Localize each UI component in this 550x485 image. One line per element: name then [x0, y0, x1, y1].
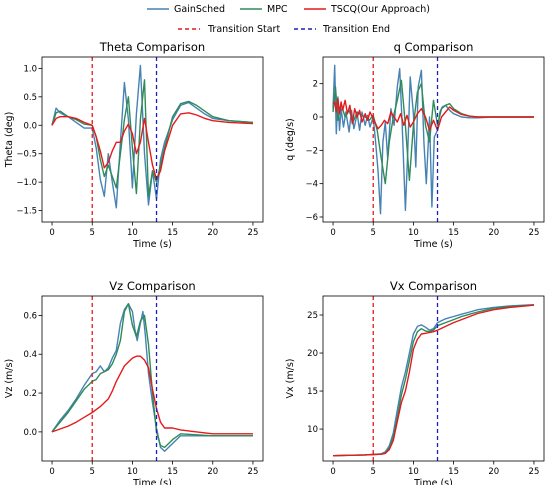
chart-vx-ytick-label: 20: [307, 349, 318, 359]
chart-vx-xtick-label: 20: [488, 467, 499, 477]
chart-vz-plot-area: [51, 303, 253, 452]
chart-vx-plot-area: [332, 304, 535, 457]
chart-theta-ytick-label: −1.5: [16, 207, 37, 217]
legend-label-transition-end: Transition End: [322, 24, 390, 35]
chart-vx-series-tscq: [332, 304, 535, 457]
chart-vx-xtick-label: 25: [529, 467, 540, 477]
chart-vz-ytick-label: 0.2: [23, 389, 37, 399]
chart-theta-ytick-label: 0.5: [23, 93, 37, 103]
chart-vz-ytick-label: 0.4: [23, 350, 37, 360]
chart-theta-series-tscq: [51, 112, 254, 181]
chart-theta-ytick-label: 0.0: [23, 121, 37, 131]
chart-vz-title: Vz Comparison: [109, 279, 195, 293]
chart-vz-series-gainsched: [51, 303, 253, 452]
chart-theta-xlabel: Time (s): [132, 239, 172, 250]
chart-vx-series-gainsched: [332, 304, 535, 457]
chart-q-plot-area: [332, 64, 534, 215]
chart-q: q Comparison 0 5 10 15 20 25 −6 −4 −2 0 2 Time (s) q …: [285, 40, 545, 250]
chart-vz-ytick-label: 0.6: [23, 311, 37, 321]
chart-vz-xtick-label: 25: [248, 467, 259, 477]
chart-q-ylabel: q (deg/s): [285, 118, 296, 161]
chart-theta-ylabel: Theta (deg): [4, 112, 15, 169]
chart-vz-xtick-label: 20: [207, 467, 218, 477]
chart-theta-plot-area: [51, 64, 254, 209]
chart-q-ytick-label: 0: [313, 113, 318, 123]
chart-q-ytick-label: −2: [305, 146, 318, 156]
chart-vz-xtick-label: 10: [127, 467, 138, 477]
chart-vz-xtick-label: 15: [167, 467, 178, 477]
chart-q-ytick-label: 2: [313, 80, 318, 90]
chart-vx-ylabel: Vx (m/s): [285, 359, 296, 399]
chart-theta-xtick-label: 20: [207, 228, 218, 238]
legend-label-gainsched: GainSched: [174, 4, 225, 15]
chart-q-series-tscq: [332, 97, 534, 132]
chart-theta: Theta Comparison 0 5 10 15 20 25 −1.5 −1.0 −0.5 0.…: [4, 40, 264, 250]
chart-q-axes-frame: [322, 56, 545, 223]
chart-vx-xtick-label: 10: [408, 467, 419, 477]
chart-vz-series-mpc: [51, 303, 253, 449]
chart-vz-xlabel: Time (s): [132, 478, 172, 485]
chart-theta-xtick-label: 15: [167, 228, 178, 238]
chart-q-xtick-label: 0: [330, 228, 335, 238]
chart-vx-ytick-label: 10: [307, 425, 318, 435]
chart-q-series-gainsched: [332, 64, 534, 215]
chart-theta-xtick-label: 25: [248, 228, 259, 238]
chart-q-xlabel: Time (s): [413, 239, 453, 250]
chart-q-ytick-label: −4: [305, 180, 318, 190]
chart-theta-xtick-label: 0: [49, 228, 54, 238]
chart-q-xtick-label: 25: [529, 228, 540, 238]
chart-vz-axes-frame: [41, 295, 264, 462]
chart-theta-xtick-label: 10: [127, 228, 138, 238]
chart-vz-ylabel: Vz (m/s): [4, 359, 15, 398]
chart-vx-ytick-label: 25: [307, 311, 318, 321]
chart-q-xtick-label: 15: [448, 228, 459, 238]
chart-theta-ytick-label: 1.0: [23, 64, 37, 74]
chart-vz-ytick-label: 0.0: [23, 428, 37, 438]
legend: GainSched MPC TSCQ(Our Approach) Transit…: [147, 4, 430, 35]
chart-vz-xtick-label: 5: [90, 467, 95, 477]
chart-vz-xtick-label: 0: [49, 467, 54, 477]
chart-q-ytick-label: −6: [305, 213, 318, 223]
chart-vx-xtick-label: 0: [330, 467, 335, 477]
chart-vz-series-tscq: [51, 355, 253, 435]
chart-theta-series-mpc: [51, 79, 254, 198]
legend-label-tscq: TSCQ(Our Approach): [330, 4, 430, 15]
chart-theta-ytick-label: −1.0: [16, 178, 37, 188]
chart-theta-xtick-label: 5: [90, 228, 95, 238]
chart-vx: Vx Comparison 0 5 10 15 20 25 10 15 20 25 Time (s) V…: [285, 279, 545, 485]
chart-theta-series-gainsched: [51, 64, 254, 209]
chart-vx-title: Vx Comparison: [390, 279, 477, 293]
chart-vx-ytick-label: 15: [307, 387, 318, 397]
chart-vx-xlabel: Time (s): [413, 478, 453, 485]
legend-label-transition-start: Transition Start: [207, 24, 280, 35]
legend-label-mpc: MPC: [267, 4, 288, 15]
chart-vx-xtick-label: 5: [371, 467, 376, 477]
chart-q-xtick-label: 5: [371, 228, 376, 238]
chart-vx-axes-frame: [322, 295, 545, 462]
chart-theta-title: Theta Comparison: [99, 40, 205, 54]
chart-vx-xtick-label: 15: [448, 467, 459, 477]
chart-q-title: q Comparison: [394, 40, 474, 54]
chart-q-xtick-label: 10: [408, 228, 419, 238]
chart-vz: Vz Comparison 0 5 10 15 20 25 0.0 0.2 0.4 0.6 Time …: [4, 279, 264, 485]
chart-theta-ytick-label: −0.5: [16, 150, 37, 160]
chart-theta-axes-frame: [41, 56, 264, 223]
chart-q-xtick-label: 20: [488, 228, 499, 238]
